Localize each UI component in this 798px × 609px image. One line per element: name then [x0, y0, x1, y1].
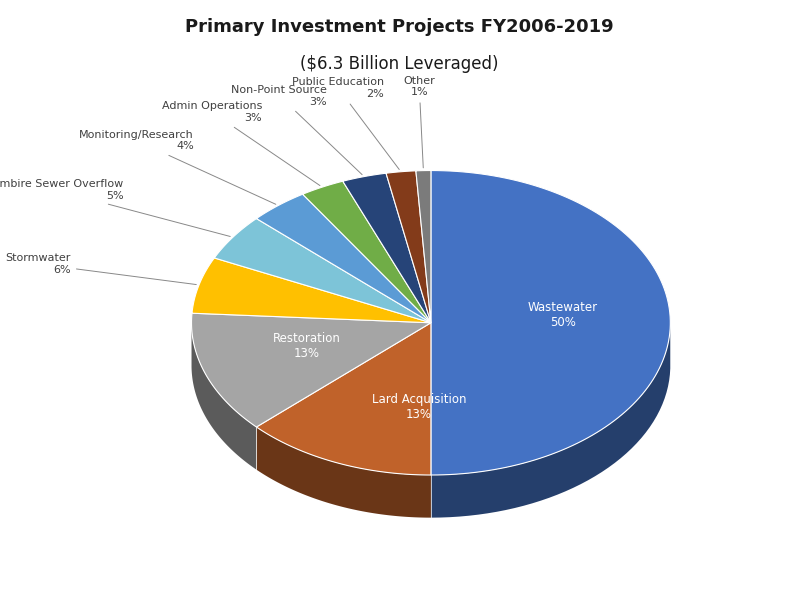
Polygon shape [256, 323, 431, 475]
Text: Admin Operations
3%: Admin Operations 3% [162, 101, 320, 186]
Text: Stormwater
6%: Stormwater 6% [6, 253, 196, 284]
Polygon shape [256, 427, 431, 518]
Text: Other
1%: Other 1% [403, 76, 435, 168]
Text: Lard Acquisition
13%: Lard Acquisition 13% [372, 393, 466, 420]
Polygon shape [386, 171, 431, 323]
Polygon shape [192, 324, 256, 470]
Polygon shape [192, 313, 431, 427]
Text: Combire Sewer Overflow
5%: Combire Sewer Overflow 5% [0, 179, 231, 236]
Polygon shape [256, 194, 431, 323]
Text: Monitoring/Research
4%: Monitoring/Research 4% [79, 130, 276, 204]
Text: Public Education
2%: Public Education 2% [292, 77, 399, 169]
Polygon shape [215, 219, 431, 323]
Polygon shape [302, 181, 431, 323]
Text: Non-Point Source
3%: Non-Point Source 3% [231, 85, 362, 175]
Polygon shape [343, 173, 431, 323]
Polygon shape [431, 326, 670, 518]
Text: Wastewater
50%: Wastewater 50% [527, 301, 598, 329]
Text: ($6.3 Billion Leveraged): ($6.3 Billion Leveraged) [300, 55, 498, 73]
Polygon shape [192, 258, 431, 323]
Text: Restoration
13%: Restoration 13% [272, 332, 341, 359]
Polygon shape [416, 171, 431, 323]
Text: Primary Investment Projects FY2006-2019: Primary Investment Projects FY2006-2019 [184, 18, 614, 37]
Polygon shape [431, 171, 670, 475]
